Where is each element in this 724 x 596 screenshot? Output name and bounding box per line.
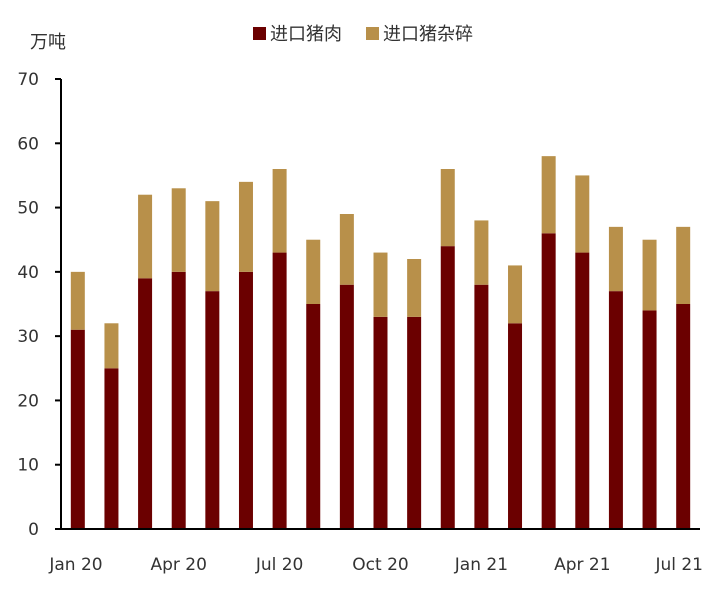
bar-offal [440,169,455,247]
bar-pork [70,329,85,529]
bar-pork [238,271,253,529]
bar-pork [339,284,354,529]
bar-pork [642,310,657,529]
bar-offal [238,181,253,272]
legend-label: 进口猪杂碎 [383,24,473,45]
y-tick-label: 50 [17,199,39,219]
bar-offal [642,239,657,311]
bar-offal [205,201,220,292]
bar-offal [70,271,85,330]
x-tick-label: Apr 21 [554,555,610,575]
bar-pork [171,271,186,529]
bar-pork [373,316,388,529]
bar-pork [104,368,119,529]
x-tick-label: Jan 21 [454,555,508,575]
bar-pork [272,252,287,530]
x-tick-label: Apr 20 [150,555,206,575]
bar-offal [575,175,590,253]
bar-offal [541,156,556,234]
bars [70,156,691,530]
x-axis: Jan 20 Apr 20 Jul 20 Oct 20 Jan 21 Apr 21 Jul … [48,528,703,575]
legend: 进口猪肉 进口猪杂碎 [253,24,473,45]
legend-label: 进口猪肉 [270,24,342,45]
bar-offal [608,226,623,292]
bar-pork [508,323,523,529]
y-tick-label: 30 [17,327,39,347]
bar-pork [676,304,691,529]
bar-offal [508,265,523,324]
bar-offal [138,194,153,279]
bar-pork [608,291,623,529]
y-axis: 0 10 20 30 40 50 60 70 [17,70,62,540]
y-tick-label: 70 [17,70,39,90]
bar-pork [575,252,590,530]
bar-pork [306,304,321,529]
y-tick-label: 20 [17,391,39,411]
bar-pork [205,291,220,529]
bar-offal [407,259,422,317]
legend-swatch [253,27,266,40]
y-tick-label: 10 [17,456,39,476]
bar-offal [339,214,354,285]
bar-offal [306,239,321,304]
bar-offal [474,220,489,285]
bar-pork [474,284,489,529]
x-tick-label: Jul 21 [654,555,703,575]
y-tick-label: 0 [28,520,39,540]
bar-offal [272,169,287,253]
legend-swatch [366,27,379,40]
y-axis-unit-label: 万吨 [30,32,66,53]
bar-pork [440,246,455,529]
bar-pork [138,278,153,529]
x-tick-label: Jul 20 [255,555,304,575]
bar-offal [676,226,691,304]
y-tick-label: 40 [17,263,39,283]
y-tick-label: 60 [17,134,39,154]
bar-pork [541,233,556,530]
x-tick-label: Oct 20 [352,555,408,575]
bar-offal [104,323,119,369]
x-tick-label: Jan 20 [48,555,102,575]
bar-offal [373,252,388,317]
bar-pork [407,316,422,529]
bar-offal [171,188,186,272]
